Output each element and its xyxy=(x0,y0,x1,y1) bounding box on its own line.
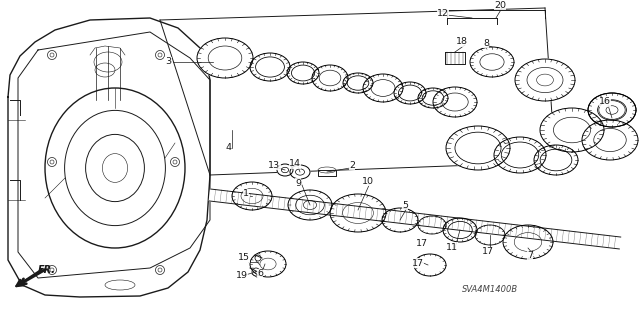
Polygon shape xyxy=(8,18,210,297)
Text: 11: 11 xyxy=(446,242,458,251)
Ellipse shape xyxy=(418,88,448,108)
Text: 2: 2 xyxy=(349,160,355,169)
Text: 17: 17 xyxy=(412,258,424,268)
Ellipse shape xyxy=(582,120,638,160)
Text: 19: 19 xyxy=(236,271,248,280)
Text: 13: 13 xyxy=(268,160,280,169)
Polygon shape xyxy=(209,189,621,249)
Text: 4: 4 xyxy=(225,144,231,152)
Text: 8: 8 xyxy=(483,39,489,48)
Polygon shape xyxy=(318,170,336,176)
Text: 17: 17 xyxy=(482,248,494,256)
Text: 5: 5 xyxy=(402,201,408,210)
Ellipse shape xyxy=(443,218,477,242)
Ellipse shape xyxy=(470,47,514,77)
Bar xyxy=(445,52,465,64)
Ellipse shape xyxy=(433,87,477,117)
Ellipse shape xyxy=(394,82,426,104)
Text: 16: 16 xyxy=(599,98,611,107)
Ellipse shape xyxy=(277,164,293,176)
Ellipse shape xyxy=(330,194,386,232)
Ellipse shape xyxy=(287,62,319,84)
Text: 12: 12 xyxy=(437,9,449,18)
Ellipse shape xyxy=(418,216,446,234)
Ellipse shape xyxy=(446,126,510,170)
Ellipse shape xyxy=(250,53,290,81)
Text: 20: 20 xyxy=(494,1,506,10)
Ellipse shape xyxy=(363,74,403,102)
Text: 17: 17 xyxy=(416,240,428,249)
Ellipse shape xyxy=(475,225,505,245)
Text: 6: 6 xyxy=(257,270,263,278)
Ellipse shape xyxy=(382,208,418,232)
Ellipse shape xyxy=(290,165,310,179)
Text: 9: 9 xyxy=(295,179,301,188)
Text: 10: 10 xyxy=(362,176,374,186)
Text: SVA4M1400B: SVA4M1400B xyxy=(462,286,518,294)
Ellipse shape xyxy=(534,145,578,175)
Ellipse shape xyxy=(588,93,636,127)
Text: FR.: FR. xyxy=(38,265,56,275)
Ellipse shape xyxy=(288,190,332,220)
Text: 7: 7 xyxy=(527,251,533,261)
Text: 1: 1 xyxy=(243,189,249,198)
Ellipse shape xyxy=(540,108,604,152)
Ellipse shape xyxy=(232,182,272,210)
Ellipse shape xyxy=(503,225,553,259)
Ellipse shape xyxy=(588,93,636,127)
Ellipse shape xyxy=(414,254,446,276)
Ellipse shape xyxy=(515,59,575,101)
Ellipse shape xyxy=(250,251,286,277)
Text: 15: 15 xyxy=(238,254,250,263)
Text: 18: 18 xyxy=(456,38,468,47)
Text: 3: 3 xyxy=(165,57,171,66)
Text: 14: 14 xyxy=(289,160,301,168)
Ellipse shape xyxy=(312,65,348,91)
Ellipse shape xyxy=(494,137,546,173)
Ellipse shape xyxy=(197,38,253,78)
Ellipse shape xyxy=(343,73,373,93)
